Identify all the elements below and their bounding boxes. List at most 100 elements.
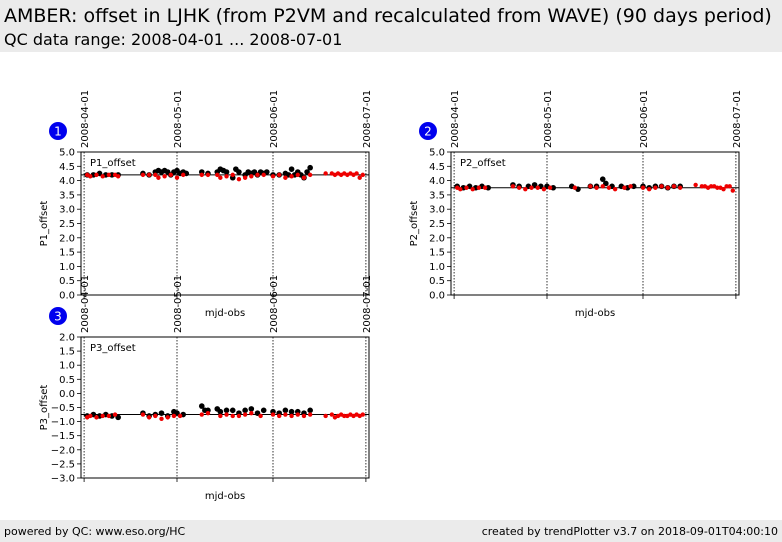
plot2-y-tick-label: 1.0 <box>429 262 445 273</box>
plot2-red-point <box>665 185 670 190</box>
plot1-red-point <box>115 174 121 179</box>
plot1-y-tick-label: 0.5 <box>59 276 75 287</box>
plot2-y-tick-label: 3.0 <box>429 205 445 216</box>
plot1-red-point <box>180 172 186 178</box>
plot1-date-label: 2008-07-01 <box>362 90 373 148</box>
plot3-red-point <box>140 412 146 417</box>
plot3-red-point <box>323 413 328 419</box>
plot1-red-point <box>218 175 223 180</box>
plot3-red-point <box>218 413 223 419</box>
plot2-red-point <box>529 185 534 190</box>
plot3-red-point <box>100 413 105 419</box>
plot3-red-point <box>329 412 335 417</box>
plot3-y-tick-label: 0.0 <box>59 389 75 400</box>
plot1-date-label: 2008-05-01 <box>173 90 184 148</box>
plot3-red-point <box>199 412 204 417</box>
plot3-red-point <box>307 412 313 417</box>
plot2-y-tick-label: 3.5 <box>429 190 445 201</box>
plot2-y-tick-label: 2.5 <box>429 219 445 230</box>
plot1-black-point <box>307 164 313 171</box>
plot2-red-point <box>510 184 516 189</box>
plot1-x-axis-label: mjd-obs <box>205 308 245 319</box>
plot2-red-point <box>628 184 633 189</box>
plot3-date-label: 2008-04-01 <box>80 275 91 333</box>
plot2-red-point <box>516 185 522 190</box>
plot3-badge <box>49 307 67 325</box>
plot1-red-point <box>276 172 282 178</box>
report-footer: powered by QC: www.eso.org/HC created by… <box>0 520 782 542</box>
plot1-red-point <box>168 172 174 178</box>
footer-powered-by: powered by QC: www.eso.org/HC <box>4 525 186 538</box>
plot2-red-point <box>646 186 652 192</box>
plot3-red-point <box>276 413 282 419</box>
plot2-red-point <box>708 184 714 189</box>
footer-created-by: created by trendPlotter v3.7 on 2018-09-… <box>481 525 778 538</box>
plot3-black-point <box>248 406 255 412</box>
plot1-y-tick-label: 4.5 <box>59 162 75 173</box>
plot3-red-point <box>295 412 300 417</box>
plot3-black-point <box>223 407 230 414</box>
plot2-red-point <box>622 185 627 190</box>
plot3-black-point <box>115 414 121 421</box>
plot1-red-point <box>162 174 167 179</box>
plot2-red-point <box>464 185 469 190</box>
plot3-black-point <box>217 408 224 415</box>
plot2-red-point <box>541 186 547 192</box>
plot1-red-point <box>224 174 229 179</box>
plot2-y-tick-label: 4.5 <box>429 162 445 173</box>
plot1-red-point <box>323 171 328 176</box>
plot2-y-tick-label: 2.0 <box>429 233 445 244</box>
plot1-y-tick-label: 2.0 <box>59 233 75 244</box>
plot2-red-point <box>594 185 599 190</box>
plot2-date-label: 2008-04-01 <box>450 90 461 148</box>
plot3-red-point <box>360 412 366 417</box>
plot2-red-point <box>727 184 732 189</box>
plot3-y-tick-label: −2.5 <box>51 459 75 470</box>
plot2-red-point <box>588 184 593 189</box>
plot3-red-point <box>159 416 164 421</box>
plot3-black-point <box>288 408 295 415</box>
plot2-y-tick-label: 0.5 <box>429 276 445 287</box>
plot1-red-point <box>354 171 359 176</box>
plot1-date-label: 2008-06-01 <box>269 90 280 148</box>
plot2-red-point <box>458 186 463 192</box>
plot3-red-point <box>224 412 229 417</box>
plot1-badge <box>49 122 67 140</box>
plot1-red-point <box>270 174 276 179</box>
plot1-red-point <box>146 172 152 178</box>
plot3-date-label: 2008-07-01 <box>362 275 373 333</box>
plot2-red-point <box>730 188 736 193</box>
plot2-x-axis-label: mjd-obs <box>575 308 615 319</box>
plot3-y-tick-label: 1.5 <box>59 347 75 358</box>
plot3-black-point <box>242 407 248 414</box>
plot3-red-point <box>165 415 170 420</box>
plot2-red-point <box>612 186 618 192</box>
plot3-y-tick-label: −2.0 <box>51 445 75 456</box>
plot1-y-tick-label: 3.5 <box>59 190 75 201</box>
plot2-badge <box>419 122 437 140</box>
plot2-red-point <box>535 185 540 190</box>
plot3-red-point <box>106 413 112 419</box>
plot2-red-point <box>600 184 605 189</box>
plot2-red-point <box>640 185 646 190</box>
plot1-red-point <box>301 175 307 180</box>
plot1-red-point <box>153 172 158 178</box>
plot3-y-axis-label: P3_offset <box>39 385 50 431</box>
plot3-red-point <box>153 413 158 419</box>
plot2-date-label: 2008-05-01 <box>543 90 554 148</box>
plot2-y-tick-label: 1.5 <box>429 248 445 259</box>
plot2-red-point <box>721 186 726 192</box>
plot3-black-point <box>174 410 180 416</box>
plot3-y-tick-label: −1.0 <box>51 417 75 428</box>
plot3-red-point <box>283 412 288 417</box>
plot1-red-point <box>100 174 105 179</box>
plot3-badge-number: 3 <box>54 310 62 324</box>
plot1-red-point <box>249 174 254 179</box>
plot3-y-tick-label: −0.5 <box>51 403 75 414</box>
plot1-red-point <box>242 175 248 180</box>
plot2-red-point <box>606 185 612 190</box>
plot1-black-point <box>223 169 230 175</box>
plot3-red-point <box>236 413 242 419</box>
plot2-red-point <box>547 185 553 190</box>
